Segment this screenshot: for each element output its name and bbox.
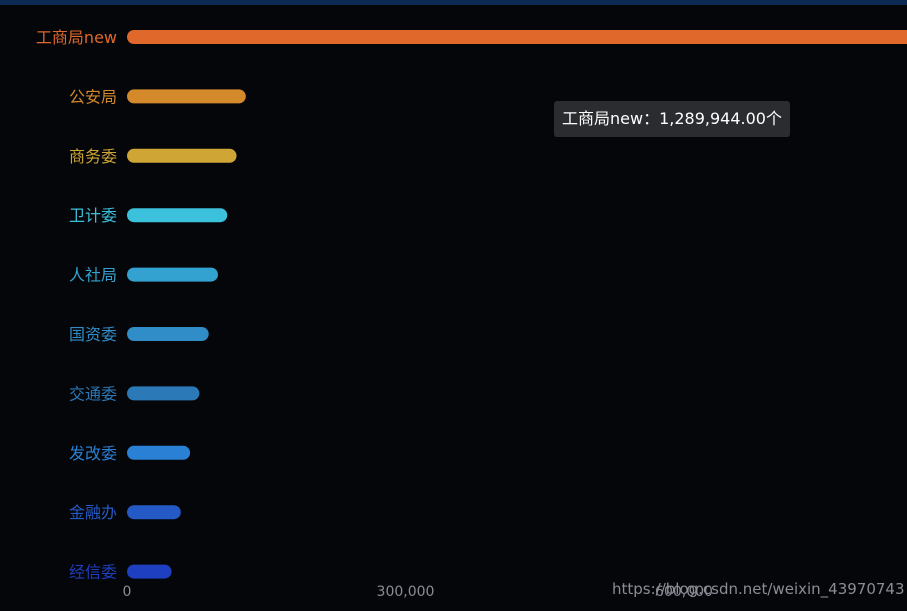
- category-label: 发改委: [69, 444, 117, 463]
- bar[interactable]: [127, 30, 907, 44]
- x-tick-label: 300,000: [377, 584, 435, 600]
- bar[interactable]: [127, 267, 218, 282]
- bar[interactable]: [127, 208, 228, 223]
- bar[interactable]: [127, 564, 172, 579]
- category-label: 国资委: [69, 325, 117, 344]
- category-label: 金融办: [69, 503, 117, 522]
- top-border: [0, 0, 907, 5]
- bar[interactable]: [127, 386, 200, 401]
- category-label: 交通委: [69, 384, 117, 403]
- bar[interactable]: [127, 445, 191, 460]
- bar[interactable]: [127, 327, 209, 341]
- chart-tooltip: 工商局new：1,289,944.00个: [554, 101, 790, 137]
- bar[interactable]: [127, 148, 237, 163]
- category-label: 公安局: [69, 87, 117, 106]
- bar[interactable]: [127, 89, 246, 104]
- x-tick-label: 0: [123, 584, 132, 600]
- watermark-text: https://blog.csdn.net/weixin_43970743: [612, 580, 905, 598]
- category-label: 商务委: [69, 147, 117, 166]
- bar[interactable]: [127, 505, 181, 520]
- x-tick-label: 600,000: [655, 584, 713, 600]
- category-label: 工商局new: [36, 28, 117, 47]
- category-label: 卫计委: [69, 206, 117, 225]
- category-label: 人社局: [69, 266, 117, 285]
- category-label: 经信委: [69, 563, 117, 582]
